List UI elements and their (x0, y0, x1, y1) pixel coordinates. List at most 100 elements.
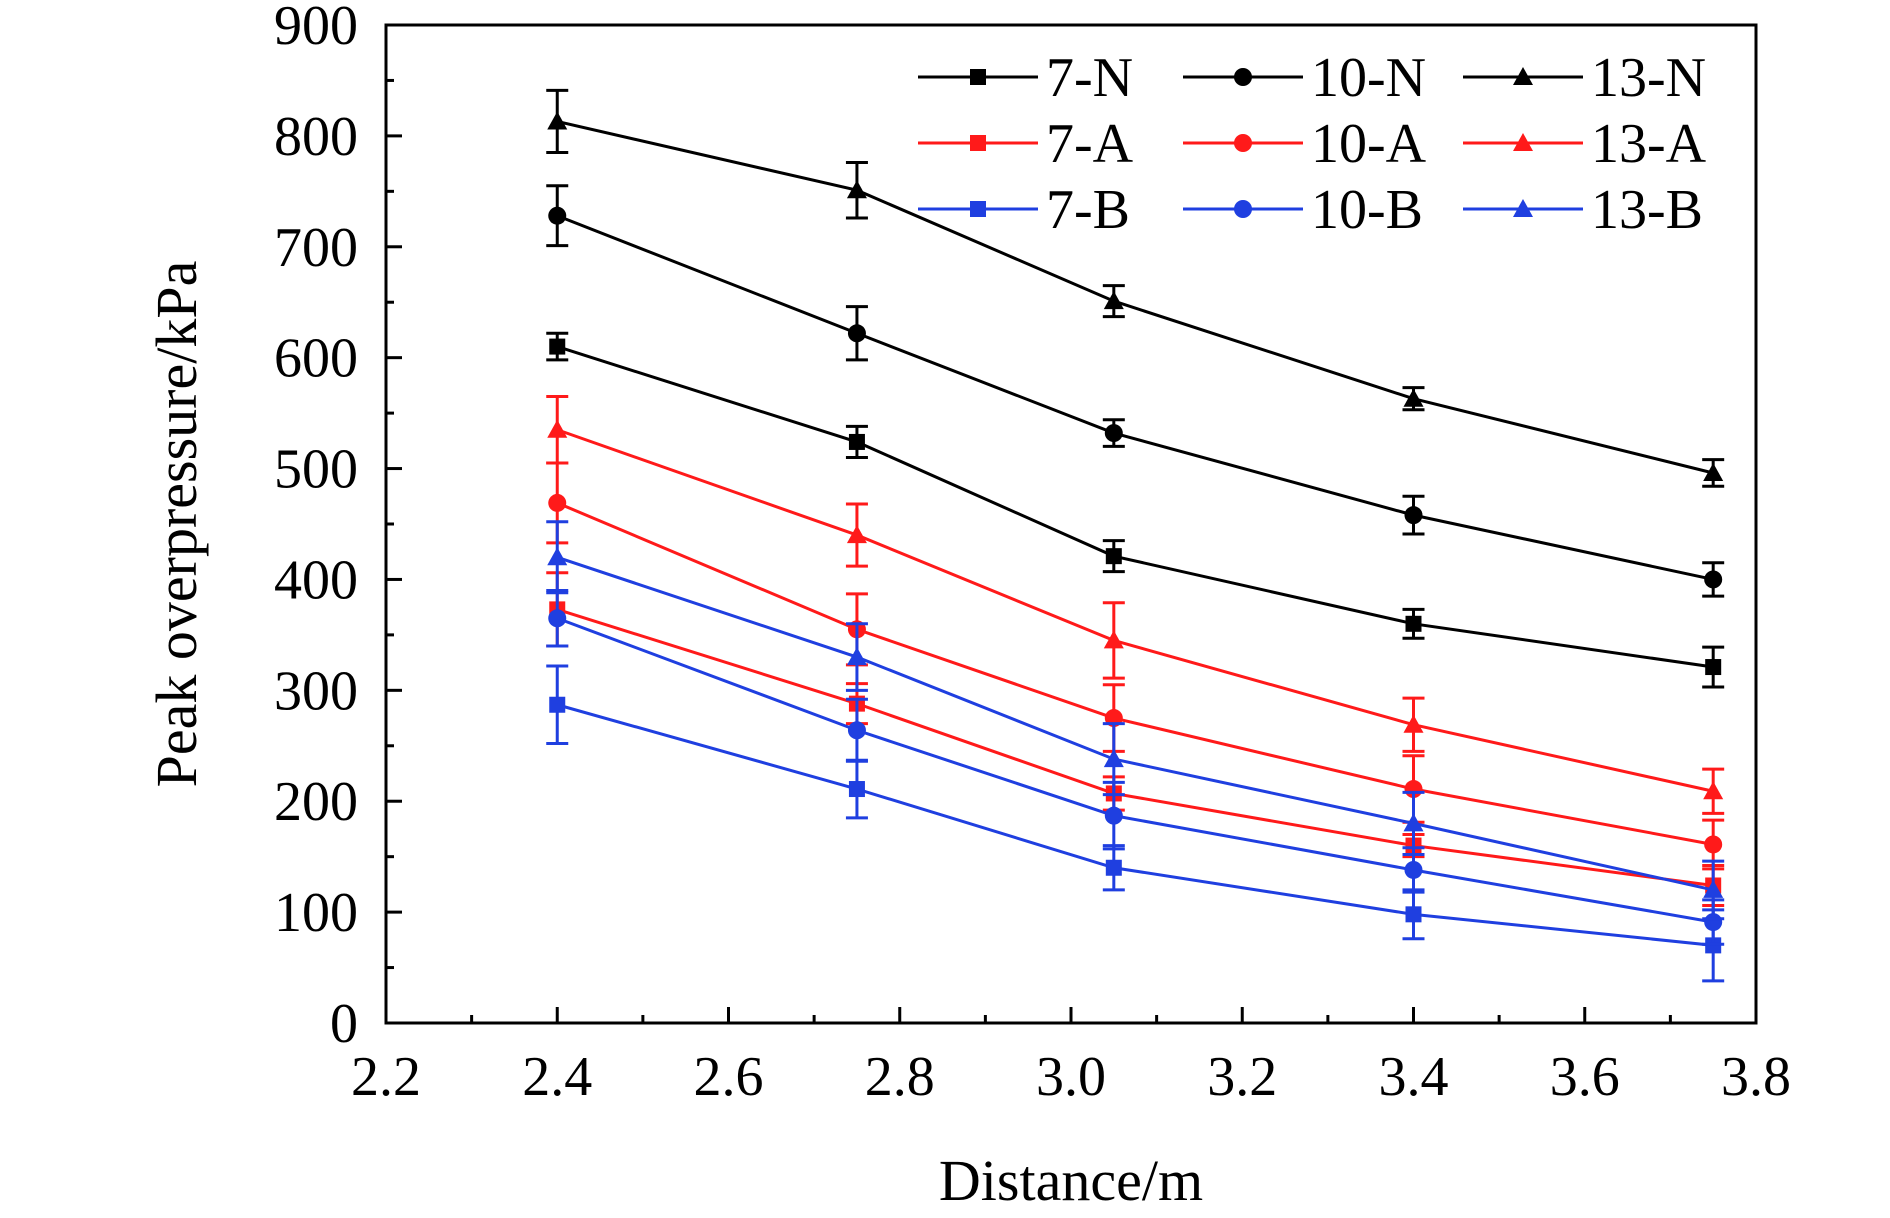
y-tick-label: 300 (274, 660, 358, 722)
x-tick-label: 3.0 (1036, 1046, 1106, 1108)
data-point (848, 433, 865, 450)
legend-marker (1234, 68, 1252, 86)
y-tick-label: 500 (274, 439, 358, 501)
data-point (1103, 291, 1124, 310)
series-line (556, 501, 1714, 846)
y-tick-label: 700 (274, 217, 358, 279)
x-tick-label: 2.4 (522, 1046, 592, 1108)
legend-item-13-B: 13-B (1463, 179, 1703, 241)
x-tick-label: 2.8 (865, 1046, 935, 1108)
data-point (549, 696, 566, 713)
series-7-B (546, 664, 1725, 983)
legend-label: 13-A (1591, 113, 1707, 175)
legend-label: 13-N (1591, 47, 1706, 109)
x-tick-label: 3.8 (1721, 1046, 1791, 1108)
y-tick-label: 900 (274, 0, 358, 57)
x-tick-label: 2.2 (351, 1046, 421, 1108)
legend: 7-N 10-N 13-N 7-A 10-A 13-A 7-B 10-B 13-B (918, 47, 1707, 241)
legend-item-10-N: 10-N (1183, 47, 1426, 109)
x-tick-label: 3.2 (1207, 1046, 1277, 1108)
legend-marker (970, 69, 986, 85)
data-point (549, 338, 566, 355)
y-axis-ticks: 0 100 200 300 400 500 600 700 800 900 (274, 0, 402, 1055)
legend-marker (1234, 200, 1252, 218)
x-tick-label: 2.6 (694, 1046, 764, 1108)
series-layer (546, 88, 1725, 983)
legend-marker (1513, 133, 1533, 151)
data-point (548, 609, 567, 628)
legend-item-7-A: 7-A (918, 113, 1134, 175)
data-point (548, 493, 567, 512)
data-point (1105, 859, 1122, 876)
data-point (1405, 906, 1422, 923)
series-line (556, 345, 1714, 669)
data-point (1404, 860, 1423, 879)
data-point (1103, 630, 1124, 649)
legend-item-10-B: 10-B (1183, 179, 1423, 241)
legend-label: 10-B (1311, 179, 1423, 241)
series-13-N (546, 88, 1725, 488)
legend-label: 13-B (1591, 179, 1703, 241)
legend-label: 7-B (1046, 179, 1130, 241)
data-point (547, 547, 568, 566)
y-axis-title: Peak overpressure/kPa (144, 261, 209, 788)
data-point (1403, 813, 1424, 832)
data-point (1105, 548, 1122, 565)
data-point (547, 111, 568, 130)
data-point (1403, 714, 1424, 733)
legend-marker (970, 201, 986, 217)
legend-marker (1513, 199, 1533, 217)
data-point (1703, 781, 1724, 800)
legend-item-13-N: 13-N (1463, 47, 1706, 109)
series-line (556, 120, 1714, 475)
x-axis-ticks: 2.2 2.4 2.6 2.8 3.0 3.2 3.4 3.6 3.8 (351, 1007, 1791, 1108)
data-point (1703, 879, 1724, 898)
legend-label: 10-N (1311, 47, 1426, 109)
data-point (847, 721, 866, 740)
series-line (556, 214, 1714, 581)
legend-label: 10-A (1311, 113, 1427, 175)
data-point (1704, 835, 1723, 854)
legend-item-10-A: 10-A (1183, 113, 1427, 175)
data-point (1405, 615, 1422, 632)
y-tick-label: 0 (330, 993, 358, 1055)
series-line (556, 428, 1714, 793)
legend-marker (1234, 134, 1252, 152)
series-10-N (546, 184, 1725, 598)
data-point (1403, 388, 1424, 407)
data-point (1104, 806, 1123, 825)
data-point (1703, 462, 1724, 481)
legend-marker (970, 135, 986, 151)
legend-item-7-N: 7-N (918, 47, 1133, 109)
series-7-A (546, 571, 1725, 907)
series-10-A (546, 461, 1725, 871)
legend-label: 7-N (1046, 47, 1133, 109)
data-point (847, 324, 866, 343)
data-point (848, 781, 865, 798)
y-tick-label: 600 (274, 328, 358, 390)
data-point (846, 525, 867, 544)
legend-marker (1513, 67, 1533, 85)
series-line (556, 703, 1714, 947)
data-point (1705, 659, 1722, 676)
data-point (548, 206, 567, 225)
data-point (1704, 570, 1723, 589)
legend-item-13-A: 13-A (1463, 113, 1707, 175)
data-point (1103, 749, 1124, 768)
y-tick-label: 200 (274, 771, 358, 833)
x-tick-label: 3.4 (1379, 1046, 1449, 1108)
series-13-B (546, 520, 1725, 921)
y-tick-label: 100 (274, 882, 358, 944)
data-point (1404, 506, 1423, 525)
y-tick-label: 800 (274, 106, 358, 168)
series-7-N (546, 331, 1725, 689)
x-tick-label: 3.6 (1550, 1046, 1620, 1108)
data-point (547, 419, 568, 438)
data-point (846, 647, 867, 666)
data-point (1104, 424, 1123, 443)
series-line (556, 607, 1714, 887)
legend-label: 7-A (1046, 113, 1134, 175)
x-axis-title: Distance/m (939, 1148, 1203, 1213)
legend-item-7-B: 7-B (918, 179, 1130, 241)
